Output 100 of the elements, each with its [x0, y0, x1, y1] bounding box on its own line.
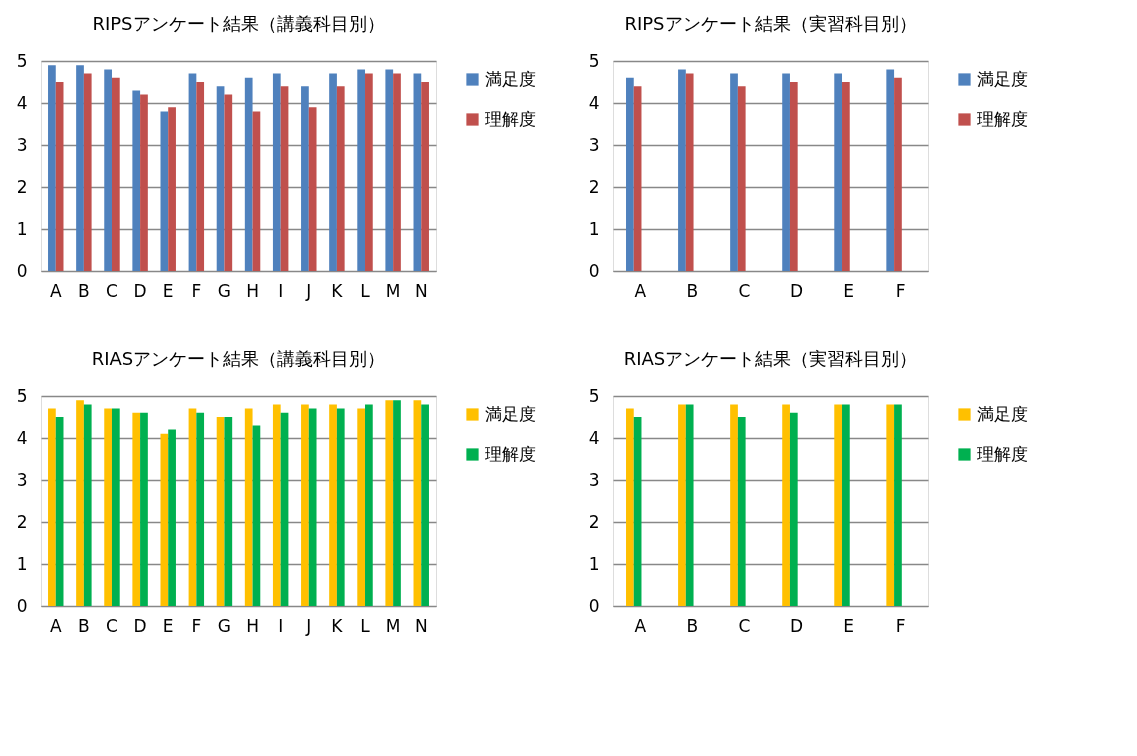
- x-tick-label: D: [133, 615, 147, 636]
- x-tick-label: B: [686, 280, 699, 301]
- legend-label: 満足度: [485, 68, 536, 89]
- bar: [421, 404, 429, 606]
- y-tick-label: 0: [588, 260, 600, 281]
- bar: [160, 433, 169, 606]
- x-tick-label: L: [360, 280, 371, 301]
- x-tick-label: E: [843, 280, 854, 301]
- bar: [160, 111, 169, 271]
- y-tick-label: 2: [588, 511, 600, 532]
- y-tick-label: 4: [588, 92, 600, 113]
- x-tick-label: E: [162, 280, 174, 301]
- y-tick-label: 2: [588, 176, 600, 197]
- bar: [244, 77, 253, 271]
- x-tick-label: D: [133, 280, 147, 301]
- bar: [365, 73, 373, 271]
- chart-title: RIPSアンケート結果（講義科目別）: [92, 13, 385, 34]
- x-tick-label: H: [246, 615, 259, 636]
- bar: [272, 73, 281, 271]
- x-tick-label: K: [331, 615, 344, 636]
- x-tick-label: M: [385, 615, 401, 636]
- y-tick-label: 3: [588, 134, 600, 155]
- y-tick-label: 1: [16, 218, 28, 239]
- legend-label: 理解度: [977, 443, 1028, 464]
- y-tick-label: 1: [588, 553, 600, 574]
- bar: [393, 73, 401, 271]
- x-tick-label: C: [738, 280, 751, 301]
- chart-title: RIPSアンケート結果（実習科目別）: [624, 13, 917, 34]
- bar: [365, 404, 373, 606]
- bar: [308, 107, 317, 271]
- bar: [301, 404, 309, 606]
- y-tick-label: 4: [16, 92, 28, 113]
- bar: [216, 417, 225, 606]
- bar: [111, 77, 120, 271]
- x-tick-label: D: [789, 615, 804, 636]
- x-tick-label: K: [331, 280, 344, 301]
- x-tick-label: M: [385, 280, 401, 301]
- x-tick-label: L: [360, 615, 371, 636]
- bar: [196, 412, 205, 606]
- y-tick-label: 5: [588, 50, 600, 71]
- bar: [83, 73, 92, 271]
- x-tick-label: F: [895, 280, 906, 301]
- bar: [301, 86, 309, 271]
- y-tick-label: 1: [588, 218, 600, 239]
- bar: [336, 408, 345, 606]
- bar: [140, 94, 148, 271]
- x-tick-label: D: [789, 280, 804, 301]
- bar: [329, 404, 337, 606]
- x-tick-label: E: [162, 615, 174, 636]
- bar: [244, 408, 253, 606]
- bar: [216, 86, 225, 271]
- x-tick-label: C: [738, 615, 751, 636]
- bar: [188, 73, 197, 271]
- x-tick-label: F: [191, 280, 202, 301]
- y-tick-label: 5: [588, 385, 600, 406]
- legend-label: 理解度: [485, 108, 536, 129]
- bar: [385, 69, 394, 271]
- x-tick-label: C: [106, 280, 118, 301]
- y-tick-label: 5: [16, 50, 28, 71]
- x-tick-label: A: [49, 615, 62, 636]
- bar: [76, 65, 84, 271]
- y-tick-label: 3: [588, 469, 600, 490]
- bar: [413, 73, 422, 271]
- x-tick-label: I: [278, 615, 284, 636]
- bar: [55, 82, 64, 271]
- x-tick-label: A: [49, 280, 62, 301]
- y-tick-label: 5: [16, 385, 28, 406]
- y-tick-label: 0: [16, 260, 28, 281]
- bar: [132, 412, 141, 606]
- legend-label: 満足度: [977, 68, 1028, 89]
- bar: [224, 94, 233, 271]
- bar: [357, 69, 366, 271]
- x-tick-label: A: [634, 615, 647, 636]
- bar: [329, 73, 337, 271]
- bar: [48, 65, 56, 271]
- x-tick-label: F: [191, 615, 202, 636]
- x-tick-label: H: [246, 280, 259, 301]
- bar: [76, 400, 84, 606]
- bar: [104, 69, 112, 271]
- bar: [272, 404, 281, 606]
- legend-label: 満足度: [485, 403, 536, 424]
- x-tick-label: B: [686, 615, 699, 636]
- bar: [55, 417, 64, 606]
- y-tick-label: 0: [588, 595, 600, 616]
- x-tick-label: B: [78, 280, 90, 301]
- bar: [196, 82, 205, 271]
- x-tick-label: E: [843, 615, 854, 636]
- x-tick-label: N: [414, 280, 428, 301]
- x-tick-label: C: [106, 615, 118, 636]
- x-tick-label: I: [278, 280, 284, 301]
- y-tick-label: 3: [16, 134, 28, 155]
- legend-label: 理解度: [977, 108, 1028, 129]
- x-tick-label: F: [895, 615, 906, 636]
- chart-title: RIASアンケート結果（講義科目別）: [91, 348, 386, 369]
- y-tick-label: 4: [588, 427, 600, 448]
- bar: [357, 408, 366, 606]
- bar: [140, 412, 148, 606]
- legend-label: 理解度: [485, 443, 536, 464]
- x-tick-label: G: [217, 280, 232, 301]
- bar: [48, 408, 56, 606]
